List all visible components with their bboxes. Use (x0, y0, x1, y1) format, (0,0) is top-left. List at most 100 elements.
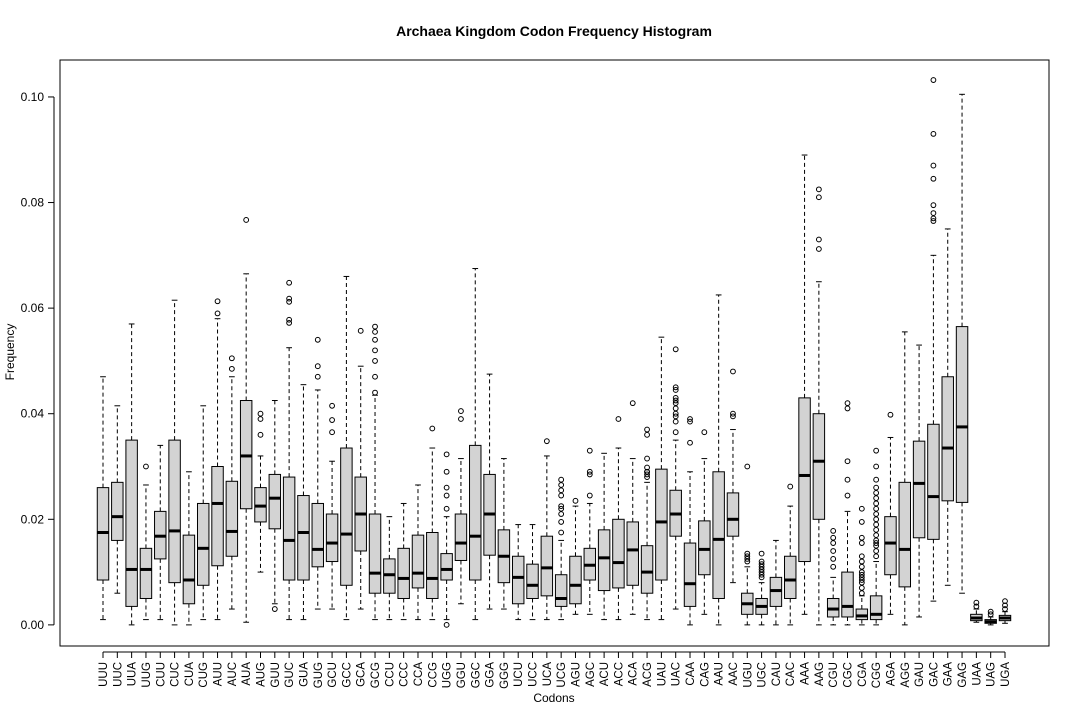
x-tick-label: GUG (313, 662, 325, 688)
iqr-box (726, 492, 740, 537)
outlier-point (443, 484, 450, 491)
outlier-point (873, 526, 880, 533)
box-UGC (755, 550, 768, 626)
x-tick-label: CCU (384, 662, 396, 687)
outlier-point (815, 186, 822, 193)
outlier-point (858, 563, 865, 570)
box-ACA (626, 400, 639, 615)
box-GGU (454, 408, 468, 605)
outlier-point (858, 590, 865, 597)
iqr-box (869, 595, 883, 621)
iqr-box (411, 534, 425, 589)
x-tick-label: AAA (800, 662, 812, 685)
outlier-point (844, 492, 851, 499)
x-tick-label: ACA (628, 662, 640, 686)
x-tick-label: GGU (456, 662, 468, 688)
outlier-point (286, 316, 293, 323)
outlier-point (858, 571, 865, 578)
box-AGU (569, 497, 582, 615)
iqr-box (941, 376, 954, 502)
iqr-box (511, 555, 525, 605)
x-tick-label: AAC (728, 662, 740, 686)
x-tick-label: AAG (814, 662, 826, 686)
x-tick-label: GUC (284, 662, 296, 688)
iqr-box (698, 520, 711, 576)
outlier-point (558, 503, 565, 509)
outlier-point (672, 405, 679, 412)
iqr-box (325, 513, 339, 563)
iqr-box (440, 553, 453, 581)
iqr-box (297, 495, 310, 581)
box-CAU (769, 539, 783, 626)
y-tick-label: 0.06 (21, 301, 45, 315)
x-tick-label: GUU (270, 662, 282, 688)
x-tick-label: CUG (198, 662, 210, 688)
iqr-box (784, 555, 797, 599)
outlier-point (644, 455, 650, 462)
x-tick-label: UAU (656, 662, 668, 686)
box-AUC (225, 355, 239, 610)
iqr-box (211, 466, 224, 567)
box-UUU (96, 376, 110, 621)
iqr-box (898, 481, 912, 588)
outlier-point (873, 484, 880, 491)
outlier-point (873, 447, 880, 454)
outlier-point (730, 368, 736, 375)
outlier-point (930, 175, 937, 182)
outlier-point (672, 384, 679, 391)
box-AGG (898, 331, 912, 626)
x-tick-label: AGG (900, 662, 912, 688)
boxes-layer (96, 77, 1012, 628)
box-CGU (826, 528, 840, 626)
outlier-point (443, 621, 450, 628)
box-UAC (669, 346, 682, 610)
outlier-point (672, 413, 679, 420)
box-AAG (812, 186, 826, 626)
outlier-point (558, 482, 565, 488)
x-tick-label: GAC (928, 662, 940, 687)
outlier-point (672, 346, 679, 353)
outlier-point (558, 492, 565, 499)
x-tick-label: UAG (986, 662, 998, 687)
x-tick-label: UCA (542, 662, 554, 687)
outlier-point (228, 355, 235, 362)
outlier-point (815, 194, 822, 201)
outlier-point (586, 492, 593, 499)
outlier-point (586, 447, 593, 454)
outlier-point (329, 402, 335, 409)
outlier-point (672, 394, 679, 401)
iqr-box (683, 542, 697, 607)
x-tick-label: CAU (771, 662, 783, 686)
outlier-point (458, 416, 464, 422)
outlier-point (758, 558, 765, 565)
box-GGC (469, 268, 482, 621)
x-tick-label: CCC (399, 662, 411, 687)
outlier-point (143, 463, 149, 470)
iqr-box (912, 440, 926, 539)
x-tick-label: AUA (241, 662, 253, 686)
outlier-point (257, 416, 264, 422)
outlier-point (858, 553, 865, 560)
box-AUG (254, 410, 267, 573)
outlier-point (873, 495, 880, 502)
outlier-point (873, 540, 880, 546)
box-CAG (698, 429, 711, 615)
iqr-box (569, 555, 582, 605)
outlier-point (271, 606, 278, 612)
outlier-point (329, 417, 335, 423)
outlier-point (873, 511, 880, 517)
box-CCU (383, 516, 396, 621)
outlier-point (858, 540, 865, 546)
outlier-point (644, 464, 650, 471)
outlier-point (830, 534, 837, 541)
outlier-point (257, 431, 264, 438)
x-tick-label: UCC (528, 662, 540, 687)
box-GGA (483, 373, 496, 610)
x-tick-label: UGA (1000, 662, 1012, 687)
iqr-box (268, 473, 282, 530)
iqr-box (955, 326, 969, 503)
outlier-point (744, 553, 751, 560)
iqr-box (612, 518, 625, 589)
outlier-point (873, 521, 880, 528)
